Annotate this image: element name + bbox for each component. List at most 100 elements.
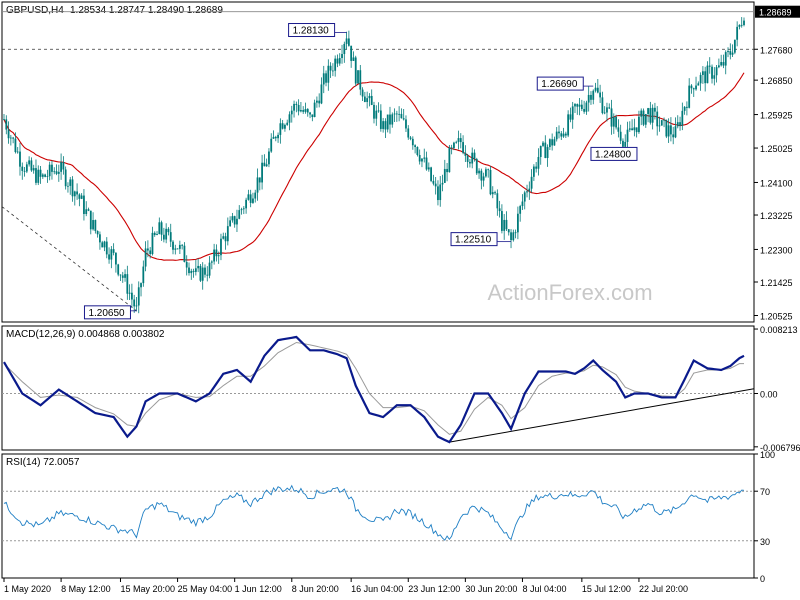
candle-body <box>443 168 446 183</box>
candle-body <box>322 73 325 85</box>
candle-body <box>201 267 204 281</box>
candle-body <box>181 244 184 246</box>
price-tick-label: 1.27680 <box>760 45 793 55</box>
candle-body <box>713 75 716 79</box>
candle-body <box>9 137 12 139</box>
candle-body <box>101 242 104 248</box>
candle-body <box>89 210 92 230</box>
candle-body <box>231 216 234 221</box>
candle-body <box>409 137 412 139</box>
candle-body <box>352 57 355 61</box>
candle-body <box>242 208 245 210</box>
current-price-tag <box>755 5 800 18</box>
candle-body <box>617 127 620 132</box>
candle-body <box>574 104 576 107</box>
candle-body <box>343 43 346 55</box>
candle-body <box>14 138 17 153</box>
candle-body <box>226 226 229 242</box>
candle-body <box>140 283 142 288</box>
candle-body <box>507 229 510 233</box>
candle-body <box>594 87 597 91</box>
candle-body <box>473 152 476 159</box>
candle-body <box>80 195 83 199</box>
candle-body <box>389 114 391 125</box>
time-tick-label: 22 Jul 20:00 <box>639 584 688 594</box>
rsi-line <box>3 484 745 541</box>
candle-body <box>210 261 213 263</box>
candle-body <box>375 110 378 119</box>
candle-body <box>105 241 108 255</box>
candle-body <box>194 268 197 272</box>
candle-body <box>370 95 373 105</box>
candle-body <box>544 142 547 158</box>
candle-body <box>156 234 158 235</box>
price-tick-label: 1.24100 <box>760 178 793 188</box>
candle-body <box>329 65 332 71</box>
candle-body <box>277 134 279 139</box>
candle-body <box>462 142 464 153</box>
time-tick-label: 15 May 20:00 <box>120 584 175 594</box>
candle-body <box>649 108 652 123</box>
candle-body <box>124 274 126 278</box>
candle-body <box>208 262 211 276</box>
candle-body <box>254 192 257 199</box>
candle-body <box>564 133 567 136</box>
candle-body <box>293 103 295 111</box>
candle-body <box>41 174 44 177</box>
annotation-label: 1.24800 <box>595 149 632 160</box>
candle-body <box>169 232 172 242</box>
candle-body <box>112 249 115 253</box>
candle-body <box>695 85 697 90</box>
annotation-label: 1.28130 <box>293 26 330 37</box>
candle-body <box>457 138 460 142</box>
candle-body <box>717 65 720 68</box>
time-tick-label: 1 Jun 12:00 <box>235 584 282 594</box>
candle-body <box>350 45 353 61</box>
candle-body <box>532 166 535 177</box>
candle-body <box>592 90 595 100</box>
candle-body <box>633 127 636 131</box>
candle-body <box>178 244 181 249</box>
candle-body <box>146 248 149 251</box>
rsi-tick-label: 0 <box>760 574 765 584</box>
candle-body <box>553 139 556 146</box>
candle-body <box>628 128 631 130</box>
candle-body <box>706 65 709 84</box>
candle-body <box>363 96 366 102</box>
candle-body <box>247 194 250 200</box>
rsi-panel-title: RSI(14) 72.0057 <box>6 457 80 468</box>
candle-body <box>555 131 558 140</box>
time-tick-label: 15 Jul 12:00 <box>582 584 631 594</box>
candle-body <box>16 151 19 153</box>
candle-body <box>395 113 398 115</box>
candle-body <box>475 158 478 174</box>
candle-body <box>478 170 480 174</box>
candle-body <box>44 174 47 177</box>
candle-body <box>512 232 515 241</box>
annotation-box <box>83 305 131 320</box>
candle-body <box>400 113 403 119</box>
candle-body <box>733 39 736 53</box>
candle-body <box>341 54 343 58</box>
annotation-box <box>536 76 584 91</box>
candle-body <box>261 162 263 183</box>
time-tick-label: 23 Jun 12:00 <box>408 584 460 594</box>
candle-body <box>94 220 97 231</box>
candle-body <box>530 176 533 189</box>
candle-body <box>318 100 321 104</box>
candle-body <box>366 98 369 102</box>
candle-body <box>217 255 220 257</box>
candle-body <box>197 265 200 269</box>
candle-layer <box>3 17 745 314</box>
candle-body <box>441 182 444 185</box>
time-tick-label: 16 Jun 04:00 <box>351 584 403 594</box>
candle-body <box>336 58 339 64</box>
trendline-layer <box>1 206 755 443</box>
candle-body <box>423 157 426 159</box>
candle-body <box>288 114 291 123</box>
candle-body <box>142 266 145 284</box>
candle-body <box>128 292 131 294</box>
candle-body <box>37 169 40 183</box>
time-tick-label: 30 Jun 20:00 <box>465 584 517 594</box>
